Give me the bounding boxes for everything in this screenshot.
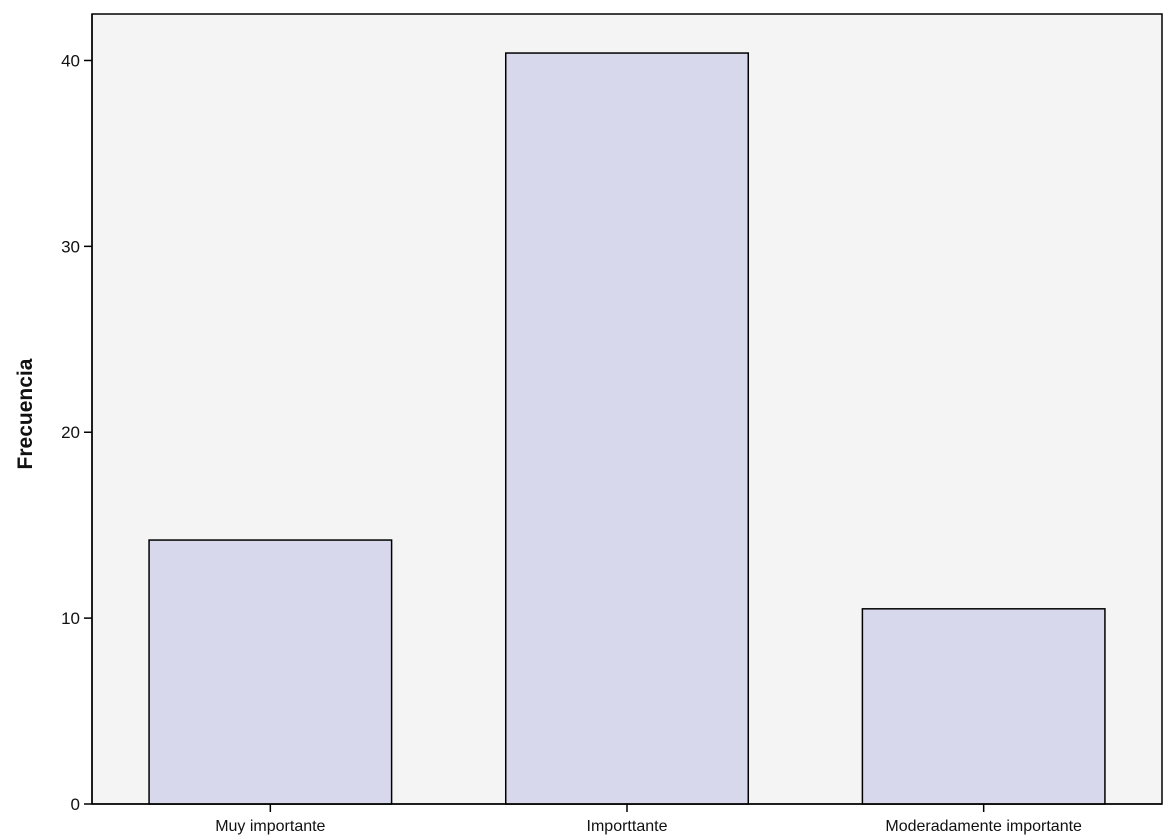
y-tick-label: 0: [71, 795, 80, 814]
bars-layer: [148, 52, 1106, 805]
x-category-label: Muy importante: [215, 818, 325, 835]
y-tick-label: 20: [61, 423, 80, 442]
x-labels: Muy importante Importtante Moderadamente i…: [215, 804, 1082, 835]
y-axis-title: Frecuencia: [14, 358, 37, 469]
bar: [148, 539, 393, 805]
y-tick-label: 10: [61, 609, 80, 628]
bar: [504, 52, 750, 805]
y-tick-label: 30: [61, 237, 80, 256]
x-category-label: Importtante: [587, 818, 668, 835]
bar: [861, 608, 1106, 805]
x-category-label: Moderadamente importante: [885, 818, 1082, 835]
y-tick-label: 40: [61, 51, 80, 70]
y-ticks: 0 10 20 30 40: [61, 51, 92, 814]
